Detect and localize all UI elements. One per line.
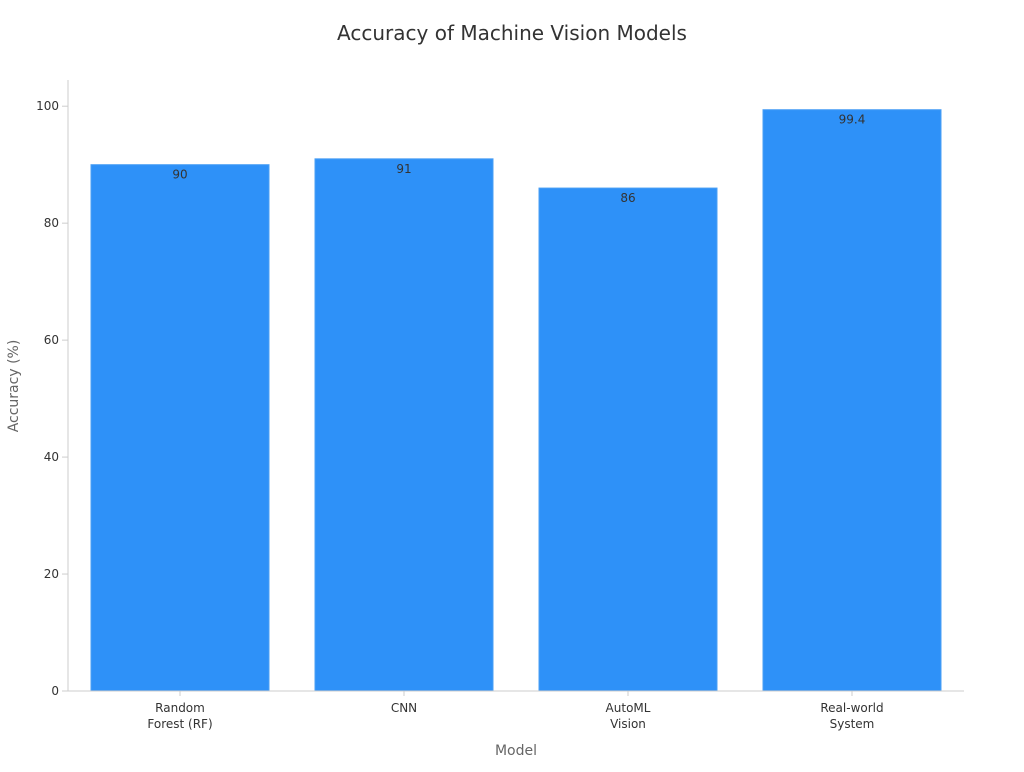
- x-tick-label: Vision: [610, 717, 646, 731]
- bar-value-label: 86: [620, 191, 635, 205]
- x-tick-label: Forest (RF): [147, 717, 212, 731]
- x-tick-label: Real-world: [820, 701, 883, 715]
- bar-value-label: 99.4: [839, 113, 866, 127]
- y-tick-label: 80: [44, 216, 59, 230]
- chart-title: Accuracy of Machine Vision Models: [337, 21, 687, 45]
- bar-series: [90, 109, 942, 692]
- x-tick-label: Random: [155, 701, 205, 715]
- y-tick-label: 60: [44, 333, 59, 347]
- y-tick-label: 0: [51, 684, 59, 698]
- x-tick-label: CNN: [391, 701, 417, 715]
- y-tick-label: 40: [44, 450, 59, 464]
- y-axis-ticks: 0 20 40 60 80 100: [36, 99, 68, 698]
- bar: [90, 164, 270, 692]
- bar: [314, 158, 494, 692]
- y-axis-label: Accuracy (%): [6, 340, 22, 433]
- x-axis-ticks: Random Forest (RF) CNN AutoML Vision Real-wor…: [147, 691, 884, 731]
- x-tick-label: AutoML: [606, 701, 651, 715]
- value-labels: 90 91 86 99.4: [172, 113, 865, 205]
- y-tick-label: 100: [36, 99, 59, 113]
- bar: [762, 109, 942, 692]
- x-axis-label: Model: [495, 743, 537, 759]
- y-tick-label: 20: [44, 567, 59, 581]
- bar: [538, 187, 718, 692]
- x-tick-label: System: [830, 717, 875, 731]
- bar-value-label: 91: [396, 162, 411, 176]
- bar-value-label: 90: [172, 168, 187, 182]
